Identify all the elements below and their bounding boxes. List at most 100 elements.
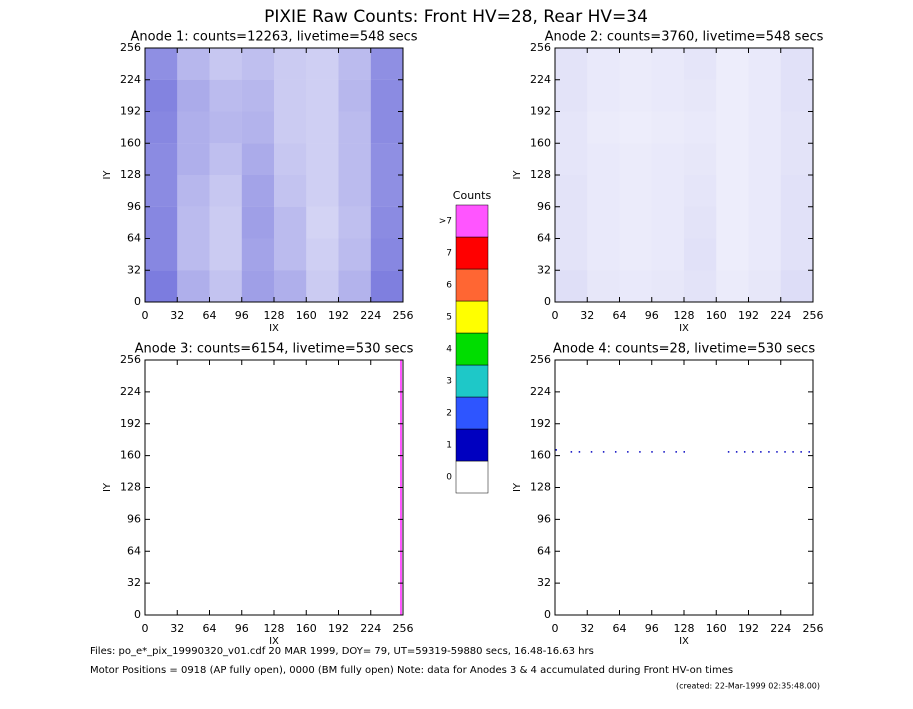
panel-title: Anode 4: counts=28, livetime=530 secs <box>553 342 815 357</box>
density-cell <box>370 48 403 80</box>
panel-title: Anode 3: counts=6154, livetime=530 secs <box>135 342 414 357</box>
y-axis-label: IY <box>102 170 113 180</box>
y-tick-label: 96 <box>127 512 141 525</box>
density-cell <box>748 48 781 80</box>
count-pixel <box>555 449 558 451</box>
density-cell <box>587 143 620 175</box>
density-cell <box>651 238 684 271</box>
y-tick-label: 224 <box>530 385 551 398</box>
x-tick-label: 128 <box>264 309 285 322</box>
y-tick-label: 256 <box>120 41 141 54</box>
y-tick-label: 64 <box>537 232 551 245</box>
x-tick-label: 160 <box>706 622 727 635</box>
y-tick-label: 224 <box>120 385 141 398</box>
colorbar-swatch <box>455 428 489 462</box>
density-cell <box>716 270 749 302</box>
y-tick-label: 256 <box>120 353 141 366</box>
density-cell <box>370 238 403 271</box>
density-cell <box>651 143 684 175</box>
y-tick-label: 160 <box>120 449 141 462</box>
density-cell <box>274 48 307 80</box>
density-cell <box>338 111 371 144</box>
density-cell <box>209 48 242 80</box>
y-tick-label: 128 <box>120 168 141 181</box>
density-cell <box>177 175 210 207</box>
y-tick-label: 160 <box>530 449 551 462</box>
colorbar-swatch <box>455 364 489 398</box>
density-cell <box>587 206 620 239</box>
density-cell <box>241 79 274 112</box>
density-cell <box>241 270 274 302</box>
y-tick-label: 96 <box>537 512 551 525</box>
density-cell <box>619 48 652 80</box>
density-cell <box>177 48 210 80</box>
y-tick-label: 32 <box>127 263 141 276</box>
density-cell <box>684 206 717 239</box>
density-cell <box>274 206 307 239</box>
density-cell <box>780 175 813 207</box>
colorbar-label: 6 <box>446 281 452 291</box>
density-cell <box>684 111 717 144</box>
density-cell <box>555 238 588 271</box>
x-tick-label: 224 <box>770 309 791 322</box>
count-pixel <box>768 451 770 453</box>
density-cell <box>748 238 781 271</box>
density-cell <box>145 79 178 112</box>
colorbar-swatch <box>455 396 489 430</box>
x-tick-label: 64 <box>203 309 217 322</box>
density-cell <box>241 238 274 271</box>
x-tick-label: 192 <box>738 622 759 635</box>
density-cell <box>651 79 684 112</box>
x-tick-label: 224 <box>360 309 381 322</box>
density-cell <box>209 206 242 239</box>
density-cell <box>338 175 371 207</box>
density-cell <box>651 206 684 239</box>
count-pixel <box>663 451 665 453</box>
density-cell <box>274 238 307 271</box>
density-cell <box>587 175 620 207</box>
density-cell <box>587 270 620 302</box>
density-cell <box>780 270 813 302</box>
density-cell <box>306 111 339 144</box>
density-cell <box>209 270 242 302</box>
colorbar-swatch <box>455 460 489 494</box>
density-cell <box>780 79 813 112</box>
y-tick-label: 192 <box>120 105 141 118</box>
density-cell <box>684 79 717 112</box>
density-cell <box>716 143 749 175</box>
y-tick-label: 160 <box>530 136 551 149</box>
x-tick-label: 0 <box>142 622 149 635</box>
x-tick-label: 64 <box>613 622 627 635</box>
figure-title: PIXIE Raw Counts: Front HV=28, Rear HV=3… <box>264 7 648 27</box>
x-tick-label: 224 <box>360 622 381 635</box>
density-cell <box>145 143 178 175</box>
y-tick-label: 0 <box>134 295 141 308</box>
density-cell <box>306 238 339 271</box>
density-cell <box>209 79 242 112</box>
y-tick-label: 96 <box>537 200 551 213</box>
density-cell <box>338 48 371 80</box>
density-cell <box>748 206 781 239</box>
density-cell <box>370 175 403 207</box>
density-cell <box>241 143 274 175</box>
density-cell <box>370 143 403 175</box>
density-cell <box>684 238 717 271</box>
count-pixel <box>800 451 802 453</box>
y-tick-label: 224 <box>530 73 551 86</box>
density-cell <box>370 206 403 239</box>
density-cell <box>209 111 242 144</box>
density-cell <box>587 79 620 112</box>
count-pixel <box>639 451 641 453</box>
density-cell <box>274 270 307 302</box>
density-cell <box>338 143 371 175</box>
x-tick-label: 256 <box>803 309 824 322</box>
density-cell <box>780 111 813 144</box>
x-tick-label: 192 <box>328 309 349 322</box>
count-pixel <box>808 451 810 453</box>
x-tick-label: 0 <box>142 309 149 322</box>
colorbar-label: 2 <box>446 409 452 419</box>
colorbar-label: 7 <box>446 249 452 259</box>
density-cell <box>338 270 371 302</box>
y-tick-label: 32 <box>127 576 141 589</box>
plot-frame <box>554 359 814 616</box>
